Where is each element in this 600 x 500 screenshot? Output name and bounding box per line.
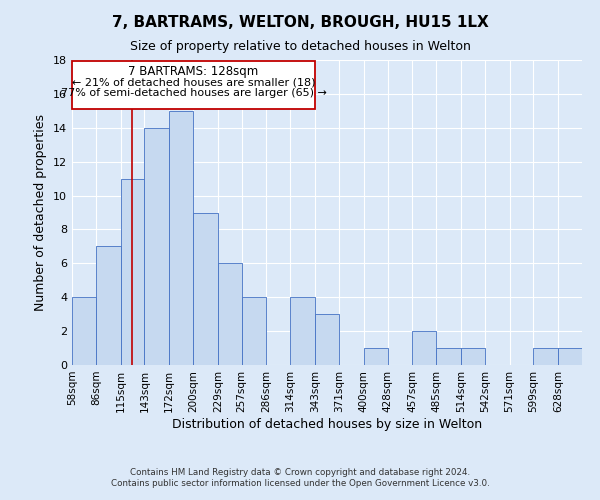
Text: ← 21% of detached houses are smaller (18): ← 21% of detached houses are smaller (18…: [72, 77, 315, 87]
Bar: [242, 297, 266, 365]
Text: 7, BARTRAMS, WELTON, BROUGH, HU15 1LX: 7, BARTRAMS, WELTON, BROUGH, HU15 1LX: [112, 15, 488, 30]
Text: 7 BARTRAMS: 128sqm: 7 BARTRAMS: 128sqm: [128, 65, 259, 78]
Bar: [461, 348, 485, 365]
Bar: [72, 61, 315, 109]
Bar: [145, 128, 169, 365]
Bar: [558, 348, 582, 365]
Bar: [218, 264, 242, 365]
Bar: [436, 348, 461, 365]
Bar: [364, 348, 388, 365]
Bar: [72, 297, 96, 365]
Bar: [121, 178, 145, 365]
Bar: [412, 331, 436, 365]
Text: 77% of semi-detached houses are larger (65) →: 77% of semi-detached houses are larger (…: [61, 88, 326, 98]
Bar: [96, 246, 121, 365]
X-axis label: Distribution of detached houses by size in Welton: Distribution of detached houses by size …: [172, 418, 482, 430]
Bar: [193, 212, 218, 365]
Bar: [315, 314, 339, 365]
Bar: [533, 348, 558, 365]
Y-axis label: Number of detached properties: Number of detached properties: [34, 114, 47, 311]
Bar: [290, 297, 315, 365]
Text: Size of property relative to detached houses in Welton: Size of property relative to detached ho…: [130, 40, 470, 53]
Text: Contains HM Land Registry data © Crown copyright and database right 2024.
Contai: Contains HM Land Registry data © Crown c…: [110, 468, 490, 487]
Bar: [169, 111, 193, 365]
